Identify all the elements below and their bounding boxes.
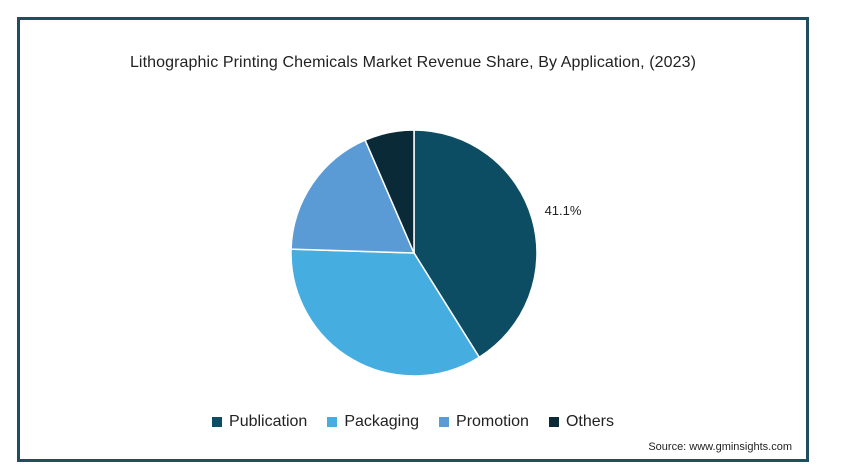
data-label-publication: 41.1% [545, 203, 582, 218]
source-note: Source: www.gminsights.com [648, 441, 792, 453]
legend-item-promotion: Promotion [439, 413, 529, 431]
legend: Publication Packaging Promotion Others [20, 413, 806, 431]
chart-title: Lithographic Printing Chemicals Market R… [129, 54, 697, 71]
pie-slice-others [364, 129, 415, 254]
legend-label: Others [565, 413, 614, 430]
legend-item-publication: Publication [212, 413, 307, 431]
legend-swatch [548, 417, 559, 427]
legend-swatch [327, 417, 338, 427]
pie-slices [290, 129, 538, 377]
legend-item-others: Others [548, 413, 614, 431]
legend-swatch [212, 417, 223, 427]
legend-label: Publication [229, 413, 308, 430]
pie-chart: 41.1% [290, 129, 582, 377]
pie-slice-packaging [290, 248, 481, 377]
chart-frame: Lithographic Printing Chemicals Market R… [17, 17, 809, 462]
pie-slice-promotion [290, 139, 416, 254]
pie-slice-publication [413, 129, 538, 359]
legend-label: Promotion [456, 413, 529, 430]
legend-swatch [439, 417, 450, 427]
legend-item-packaging: Packaging [327, 413, 419, 431]
pie-data-labels: 41.1% [545, 203, 582, 218]
legend-label: Packaging [344, 413, 420, 430]
